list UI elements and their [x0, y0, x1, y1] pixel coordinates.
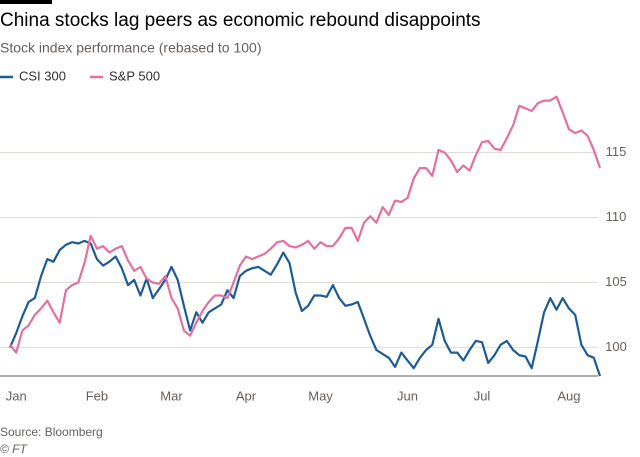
y-tick-label: 110 [606, 209, 627, 224]
series-line [8, 239, 602, 377]
chart-title: China stocks lag peers as economic rebou… [0, 10, 481, 31]
x-tick-label: Aug [557, 388, 580, 403]
x-tick-label: Jun [397, 388, 418, 403]
y-tick-label: 115 [606, 144, 627, 159]
chart-subtitle: Stock index performance (rebased to 100) [0, 40, 261, 56]
x-tick-label: May [308, 388, 333, 403]
y-tick-label: 105 [605, 274, 627, 289]
x-tick-label: Mar [160, 388, 183, 403]
legend-label: S&P 500 [109, 68, 160, 83]
y-tick-label: 100 [605, 339, 627, 354]
brand-bar [0, 0, 52, 4]
legend-label: CSI 300 [19, 68, 66, 83]
credit: © FT [0, 442, 29, 456]
x-tick-label: Feb [86, 388, 108, 403]
x-tick-label: Jul [474, 388, 491, 403]
x-tick-label: Apr [236, 388, 257, 403]
x-tick-label: Jan [6, 388, 27, 403]
source: Source: Bloomberg [0, 425, 103, 439]
series-line [9, 95, 602, 354]
